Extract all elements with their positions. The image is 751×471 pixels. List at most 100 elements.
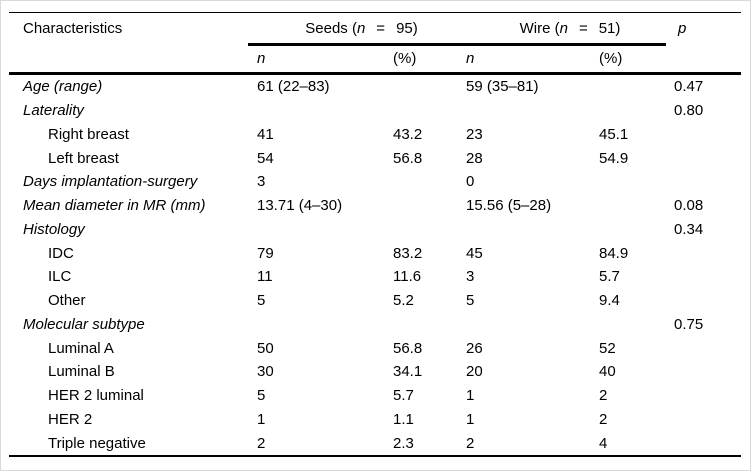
table-row: Right breast 41 43.2 23 45.1 bbox=[9, 123, 741, 147]
p-value-cell bbox=[674, 146, 741, 170]
table-row: Histology 0.34 bbox=[9, 218, 741, 242]
seeds-pct-cell bbox=[393, 218, 466, 242]
seeds-pct-cell bbox=[393, 194, 466, 218]
wire-group-equals: = bbox=[578, 20, 588, 37]
p-value-cell: 0.75 bbox=[674, 315, 704, 333]
wire-n-cell: 0 bbox=[466, 173, 475, 191]
table-row: HER 2 luminal 5 5.7 1 2 bbox=[9, 384, 741, 408]
wire-pct-cell: 45.1 bbox=[599, 125, 629, 143]
wire-n-cell: 20 bbox=[466, 363, 483, 381]
wire-pct-cell bbox=[599, 218, 674, 242]
seeds-n-cell: 41 bbox=[257, 125, 274, 143]
wire-n-cell: 59 (35–81) bbox=[466, 78, 539, 96]
header-group-row: Characteristics Seeds (n = 95) Wire (n = 51)… bbox=[9, 12, 742, 75]
table-row: Molecular subtype 0.75 bbox=[9, 313, 741, 337]
header-sub-row: n (%) n (%) bbox=[9, 44, 741, 75]
subheader-seeds-n: n bbox=[257, 44, 393, 75]
row-label: Luminal B bbox=[48, 363, 115, 381]
wire-n-cell: 15.56 (5–28) bbox=[466, 197, 552, 215]
p-value-cell bbox=[674, 289, 741, 313]
wire-n-cell: 5 bbox=[466, 292, 475, 310]
wire-pct-cell: 9.4 bbox=[599, 292, 620, 310]
row-label: Histology bbox=[23, 220, 85, 238]
table-row: Other 5 5.2 5 9.4 bbox=[9, 289, 741, 313]
p-value-cell: 0.34 bbox=[674, 220, 704, 238]
wire-pct-cell: 54.9 bbox=[599, 149, 629, 167]
seeds-pct-cell: 43.2 bbox=[393, 125, 423, 143]
wire-pct-cell bbox=[599, 99, 674, 123]
table-row: Mean diameter in MR (mm) 13.71 (4–30) 15.5… bbox=[9, 194, 741, 218]
table-row: Laterality 0.80 bbox=[9, 99, 741, 123]
wire-group-count: 51) bbox=[598, 20, 621, 37]
wire-pct-cell: 2 bbox=[599, 387, 608, 405]
wire-n-cell: 1 bbox=[466, 387, 475, 405]
wire-group-n-symbol: n bbox=[559, 20, 568, 37]
row-label: Triple negative bbox=[48, 434, 146, 452]
p-value-cell bbox=[674, 123, 741, 147]
seeds-pct-cell: 56.8 bbox=[393, 149, 423, 167]
row-label: HER 2 bbox=[48, 410, 93, 428]
seeds-group-equals: = bbox=[376, 20, 386, 37]
seeds-n-cell: 1 bbox=[257, 410, 266, 428]
wire-n-cell bbox=[466, 99, 599, 123]
seeds-pct-cell bbox=[393, 74, 466, 99]
wire-pct-cell: 40 bbox=[599, 363, 616, 381]
seeds-n-cell bbox=[257, 99, 393, 123]
table-row: Triple negative 2 2.3 2 4 bbox=[9, 431, 741, 456]
row-label: HER 2 luminal bbox=[48, 387, 144, 405]
row-label: Right breast bbox=[48, 125, 129, 143]
wire-n-cell: 3 bbox=[466, 268, 475, 286]
p-value-cell bbox=[674, 336, 741, 360]
p-value-cell bbox=[674, 265, 741, 289]
column-header-wire-group: Wire (n = 51) bbox=[466, 13, 674, 45]
p-value-cell bbox=[674, 360, 741, 384]
seeds-n-cell: 54 bbox=[257, 149, 274, 167]
row-label: Molecular subtype bbox=[23, 315, 145, 333]
subheader-seeds-pct: (%) bbox=[393, 44, 466, 75]
row-label: Other bbox=[48, 292, 86, 310]
characteristics-table-wrap: Characteristics Seeds (n = 95) Wire (n = 51)… bbox=[9, 12, 742, 457]
p-value-cell bbox=[674, 241, 741, 265]
wire-n-cell: 26 bbox=[466, 339, 483, 357]
wire-n-cell: 45 bbox=[466, 244, 483, 262]
seeds-group-count: 95) bbox=[396, 20, 418, 37]
seeds-n-cell: 5 bbox=[257, 292, 266, 310]
table-row: Age (range) 61 (22–83) 59 (35–81) 0.47 bbox=[9, 74, 741, 99]
wire-pct-cell: 2 bbox=[599, 410, 608, 428]
row-label: Age (range) bbox=[23, 78, 103, 96]
seeds-pct-cell: 83.2 bbox=[393, 244, 423, 262]
column-header-seeds-group: Seeds (n = 95) bbox=[257, 13, 466, 45]
table-row: ILC 11 11.6 3 5.7 bbox=[9, 265, 741, 289]
seeds-n-cell bbox=[257, 313, 393, 337]
table-row: Luminal B 30 34.1 20 40 bbox=[9, 360, 741, 384]
row-label: Left breast bbox=[48, 149, 119, 167]
characteristics-table: Characteristics Seeds (n = 95) Wire (n = 51)… bbox=[9, 12, 742, 457]
wire-pct-cell: 5.7 bbox=[599, 268, 620, 286]
seeds-n-cell: 3 bbox=[257, 173, 266, 191]
wire-pct-cell bbox=[599, 313, 674, 337]
wire-pct-cell: 84.9 bbox=[599, 244, 629, 262]
p-value-cell bbox=[674, 431, 741, 456]
seeds-pct-cell: 11.6 bbox=[393, 268, 422, 286]
seeds-pct-cell bbox=[393, 313, 466, 337]
seeds-n-cell bbox=[257, 218, 393, 242]
table-row: Days implantation-surgery 3 0 bbox=[9, 170, 741, 194]
subheader-wire-n: n bbox=[466, 44, 599, 75]
p-value-cell bbox=[674, 384, 741, 408]
seeds-group-prefix: Seeds ( bbox=[305, 20, 357, 37]
table-row: Luminal A 50 56.8 26 52 bbox=[9, 336, 741, 360]
wire-pct-cell bbox=[599, 170, 674, 194]
wire-n-cell bbox=[466, 218, 599, 242]
table-row: IDC 79 83.2 45 84.9 bbox=[9, 241, 741, 265]
seeds-n-cell: 30 bbox=[257, 363, 274, 381]
seeds-n-cell: 50 bbox=[257, 339, 274, 357]
row-label: Mean diameter in MR (mm) bbox=[23, 197, 206, 215]
p-value-cell: 0.47 bbox=[674, 78, 704, 96]
header-group-underline bbox=[248, 43, 666, 46]
seeds-n-cell: 11 bbox=[257, 268, 273, 286]
wire-pct-cell: 4 bbox=[599, 434, 608, 452]
seeds-n-cell: 79 bbox=[257, 244, 274, 262]
wire-group-prefix: Wire ( bbox=[519, 20, 560, 37]
wire-pct-cell bbox=[599, 194, 674, 218]
table-body: Age (range) 61 (22–83) 59 (35–81) 0.47 Later… bbox=[9, 74, 741, 457]
